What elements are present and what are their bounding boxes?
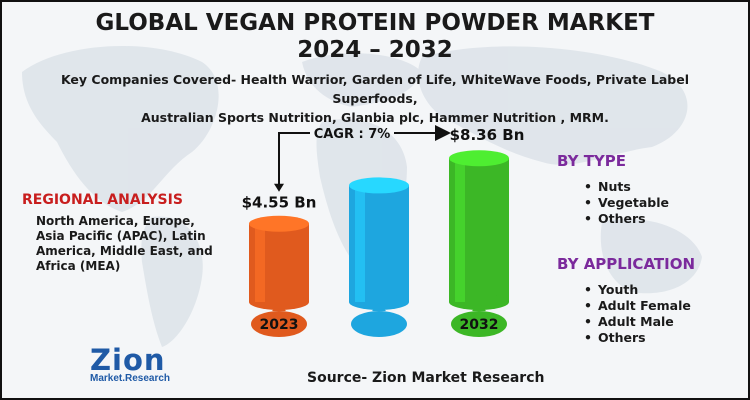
brand-logo: Zion Market.Research [90, 345, 170, 384]
key-companies: Key Companies Covered- Health Warrior, G… [22, 70, 728, 127]
page-title: GLOBAL VEGAN PROTEIN POWDER MARKET 2024 … [2, 10, 748, 64]
list-item: Youth [584, 282, 691, 298]
logo-tagline: Market.Research [90, 373, 171, 384]
bar-2032 [449, 150, 509, 310]
source-label: Source- Zion Market Research [307, 370, 545, 386]
chart-year-badges: 2023 2032 [251, 303, 507, 337]
bar-mid [349, 177, 409, 310]
cagr-arrow-left [278, 132, 310, 186]
cagr-label: CAGR : 7% [314, 127, 391, 142]
list-item: Adult Female [584, 298, 691, 314]
list-item: Others [584, 211, 669, 227]
by-application-title: BY APPLICATION [557, 255, 696, 273]
value-label-2023: $4.55 Bn [242, 194, 317, 212]
year-badge [351, 303, 407, 337]
regional-analysis-title: REGIONAL ANALYSIS [22, 192, 183, 208]
bar-2023 [249, 215, 309, 310]
title-line-1: GLOBAL VEGAN PROTEIN POWDER MARKET [95, 10, 655, 36]
cagr-annotation: CAGR : 7% [274, 125, 451, 192]
companies-line-2: Australian Sports Nutrition, Glanbia plc… [141, 110, 609, 125]
by-type-list: Nuts Vegetable Others [582, 179, 669, 227]
chart-bars [249, 150, 509, 310]
year-badge: 2032 [451, 303, 507, 337]
title-line-2: 2024 – 2032 [297, 37, 453, 63]
logo-name: Zion [90, 343, 166, 377]
category-label: 2023 [260, 317, 299, 333]
regional-analysis-text: North America, Europe, Asia Pacific (APA… [36, 214, 213, 273]
value-label-2032: $8.36 Bn [450, 126, 525, 144]
category-label: 2032 [460, 317, 499, 333]
chart-value-labels: $4.55 Bn $8.36 Bn [242, 126, 525, 212]
list-item: Adult Male [584, 314, 691, 330]
list-item: Vegetable [584, 195, 669, 211]
list-item: Others [584, 330, 691, 346]
year-badge: 2023 [251, 303, 307, 337]
list-item: Nuts [584, 179, 669, 195]
companies-line-1: Key Companies Covered- Health Warrior, G… [60, 72, 690, 106]
by-application-list: Youth Adult Female Adult Male Others [582, 282, 691, 346]
by-type-title: BY TYPE [557, 152, 627, 170]
